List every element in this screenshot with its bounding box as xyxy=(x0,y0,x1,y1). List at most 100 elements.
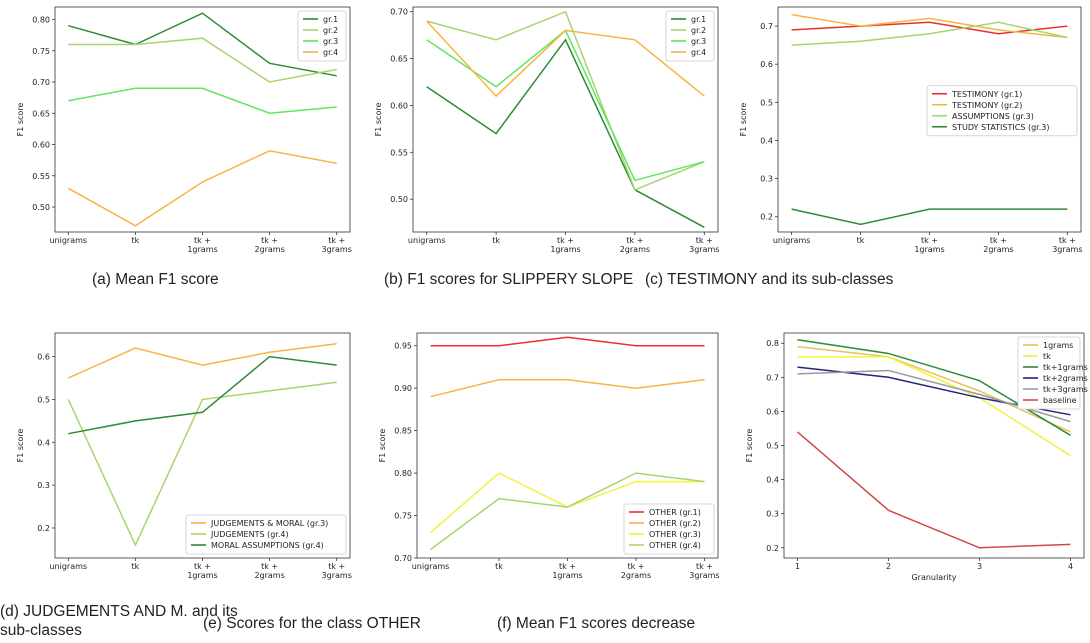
legend-box xyxy=(623,503,715,555)
y-tick-label: 0.70 xyxy=(32,78,50,87)
legend-label: JUDGEMENTS & MORAL (gr.3) xyxy=(210,519,328,528)
x-tick-label: unigrams xyxy=(49,562,87,571)
x-tick-label: tk +3grams xyxy=(322,236,352,254)
series-line xyxy=(430,336,705,347)
y-tick-label: 0.7 xyxy=(766,373,779,382)
x-tick-label: unigrams xyxy=(773,236,811,245)
legend-label: 1grams xyxy=(1043,341,1073,350)
x-tick-label: tk +3grams xyxy=(689,562,719,580)
x-tick-label: 4 xyxy=(1068,562,1073,571)
legend-label: baseline xyxy=(1043,396,1077,405)
caption-d-line1: (d) JUDGEMENTS AND M. and its xyxy=(0,603,238,620)
y-tick-label: 0.60 xyxy=(390,101,408,110)
y-tick-label: 0.8 xyxy=(766,339,779,348)
x-tick-label: tk +3grams xyxy=(322,562,352,580)
chart-f: 0.2 0.3 0.4 0.5 0.6 0.7 0.8 1 2 3 4 F1 score Granula… xyxy=(745,332,1088,582)
legend-label: JUDGEMENTS (gr.4) xyxy=(210,530,289,539)
y-tick-label: 0.3 xyxy=(766,510,779,519)
x-tick-label: tk xyxy=(492,236,500,245)
y-tick-label: 0.3 xyxy=(760,175,773,184)
x-tick-label: tk +3grams xyxy=(1052,236,1082,254)
legend: OTHER (gr.1) OTHER (gr.2) OTHER (gr.3) OTHE… xyxy=(623,503,715,555)
y-tick-label: 0.2 xyxy=(760,213,773,222)
legend-label: gr.2 xyxy=(323,26,338,35)
x-tick-label: unigrams xyxy=(412,562,450,571)
legend-box xyxy=(1017,336,1081,410)
y-tick-label: 0.65 xyxy=(390,55,408,64)
y-axis-label: F1 score xyxy=(16,103,25,137)
y-tick-label: 0.50 xyxy=(32,203,50,212)
y-tick-label: 0.6 xyxy=(760,60,773,69)
y-axis-label: F1 score xyxy=(374,103,383,137)
x-tick-label: tk +2grams xyxy=(254,236,284,254)
y-axis-label: F1 score xyxy=(378,429,387,463)
series-line xyxy=(430,378,705,398)
series-line xyxy=(426,10,705,191)
y-tick-label: 0.55 xyxy=(390,148,408,157)
chart-e: 0.70 0.75 0.80 0.85 0.90 0.95 unigrams tk tk +1g… xyxy=(378,332,720,580)
y-tick-label: 0.85 xyxy=(394,427,412,436)
legend-label: OTHER (gr.2) xyxy=(649,519,701,528)
legend-label: TESTIMONY (gr.2) xyxy=(951,101,1022,110)
x-tick-label: tk xyxy=(131,236,139,245)
series-line xyxy=(426,29,705,182)
y-tick-label: 0.2 xyxy=(766,544,779,553)
series-line xyxy=(797,356,1071,457)
y-tick-label: 0.4 xyxy=(37,438,50,447)
legend-label: MORAL ASSUMPTIONS (gr.4) xyxy=(211,541,324,550)
legend-label: gr.4 xyxy=(691,48,706,57)
x-tick-label: tk +1grams xyxy=(914,236,944,254)
series-line xyxy=(426,20,705,98)
y-tick-label: 0.2 xyxy=(37,524,50,533)
y-tick-label: 0.3 xyxy=(37,481,50,490)
legend-label: gr.3 xyxy=(691,37,706,46)
legend: JUDGEMENTS & MORAL (gr.3) JUDGEMENTS (gr.… xyxy=(185,514,347,555)
y-axis-label: F1 score xyxy=(16,429,25,463)
y-tick-label: 0.5 xyxy=(37,395,50,404)
y-tick-label: 0.75 xyxy=(32,47,50,56)
x-tick-label: tk +1grams xyxy=(187,236,217,254)
series-line xyxy=(797,431,1071,549)
caption-b: (b) F1 scores for SLIPPERY SLOPE xyxy=(384,271,634,288)
y-tick-label: 0.70 xyxy=(390,8,408,17)
legend: 1grams tk tk+1grams tk+2grams tk+3grams basel… xyxy=(1017,336,1088,410)
y-tick-label: 0.95 xyxy=(394,342,412,351)
y-axis-label: F1 score xyxy=(745,429,754,463)
legend-box xyxy=(297,10,347,62)
x-tick-label: unigrams xyxy=(408,236,446,245)
y-tick-label: 0.6 xyxy=(766,407,779,416)
series-line xyxy=(67,342,337,379)
y-tick-label: 0.80 xyxy=(32,16,50,25)
series-line xyxy=(791,13,1068,39)
legend-box xyxy=(185,514,347,555)
x-tick-label: tk +3grams xyxy=(689,236,719,254)
x-tick-label: tk +2grams xyxy=(621,562,651,580)
x-tick-label: unigrams xyxy=(49,236,87,245)
caption-e: (e) Scores for the class OTHER xyxy=(203,615,421,632)
y-tick-label: 0.60 xyxy=(32,141,50,150)
y-tick-label: 0.5 xyxy=(766,442,779,451)
series-line xyxy=(430,472,705,551)
legend-label: tk xyxy=(1043,352,1051,361)
series-line xyxy=(68,12,337,77)
y-tick-label: 0.5 xyxy=(760,98,773,107)
legend-label: tk+2grams xyxy=(1043,374,1088,383)
chart-d: 0.2 0.3 0.4 0.5 0.6 unigrams tk tk +1grams tk +2… xyxy=(16,332,352,580)
x-tick-label: tk +2grams xyxy=(983,236,1013,254)
legend: gr.1 gr.2 gr.3 gr.4 xyxy=(297,10,347,62)
x-tick-label: tk +1grams xyxy=(187,562,217,580)
y-tick-label: 0.65 xyxy=(32,109,50,118)
legend-label: gr.4 xyxy=(323,48,338,57)
x-tick-label: tk xyxy=(131,562,139,571)
x-tick-label: 1 xyxy=(795,562,800,571)
series-line xyxy=(426,38,705,228)
legend-label: ASSUMPTIONS (gr.3) xyxy=(952,112,1034,121)
y-tick-label: 0.6 xyxy=(37,353,50,362)
legend-label: tk+1grams xyxy=(1043,363,1088,372)
series-line xyxy=(791,21,1068,46)
legend-label: OTHER (gr.3) xyxy=(649,530,701,539)
legend-box xyxy=(926,85,1078,137)
chart-c: 0.2 0.3 0.4 0.5 0.6 0.7 unigrams tk tk +1grams tk… xyxy=(739,6,1083,254)
legend-box xyxy=(665,10,715,62)
series-line xyxy=(791,208,1068,226)
